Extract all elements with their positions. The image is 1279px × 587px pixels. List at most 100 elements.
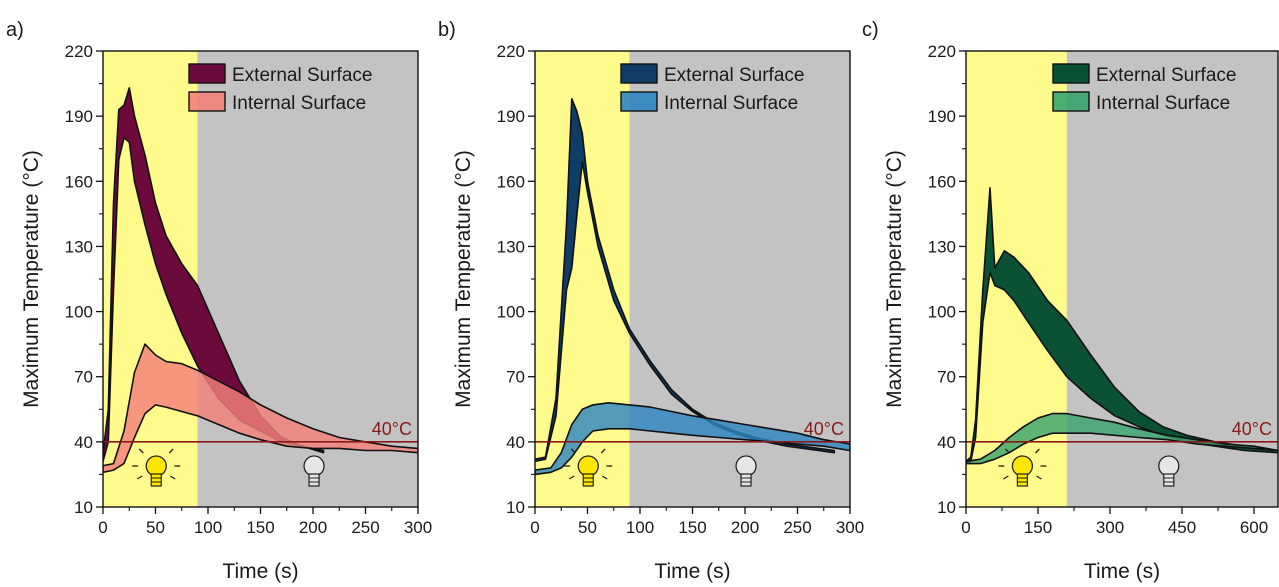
y-tick-label: 190 bbox=[65, 107, 93, 126]
reference-label: 40°C bbox=[804, 419, 844, 439]
y-tick-label: 220 bbox=[65, 42, 93, 61]
reference-label: 40°C bbox=[372, 419, 412, 439]
bulb-ray bbox=[1004, 448, 1010, 454]
x-axis-label: Time (s) bbox=[654, 560, 730, 583]
y-tick-label: 160 bbox=[928, 172, 956, 191]
chart-panel-2: 40°C 10 40 70 100 130 160 190 220 0 50 100 150 200 250… bbox=[438, 19, 864, 583]
bulb-ray bbox=[136, 475, 143, 480]
y-tick-label: 100 bbox=[65, 303, 93, 322]
x-tick-label: 450 bbox=[1168, 518, 1196, 537]
y-axis-label: Maximum Temperature (°C) bbox=[883, 150, 906, 408]
y-tick-label: 220 bbox=[497, 42, 525, 61]
x-tick-label: 200 bbox=[731, 518, 759, 537]
x-tick-label: 200 bbox=[299, 518, 327, 537]
y-tick-label: 190 bbox=[497, 107, 525, 126]
bulb-base bbox=[150, 473, 162, 487]
bulb-glass bbox=[145, 455, 167, 477]
x-tick-label: 300 bbox=[404, 518, 432, 537]
bulb-ray bbox=[600, 448, 606, 454]
series-band-internal bbox=[966, 412, 1278, 465]
y-tick-label: 70 bbox=[506, 368, 525, 387]
y-axis-label: Maximum Temperature (°C) bbox=[452, 150, 475, 408]
legend-swatch bbox=[188, 91, 226, 112]
bulb-ray bbox=[570, 448, 576, 454]
y-tick-label: 130 bbox=[497, 237, 525, 256]
y-tick-label: 160 bbox=[497, 172, 525, 191]
y-axis-label: Maximum Temperature (°C) bbox=[20, 150, 43, 408]
y-tick-label: 40 bbox=[937, 433, 956, 452]
bulb-off-icon bbox=[303, 455, 325, 487]
legend-label: External Surface bbox=[232, 65, 372, 86]
series-band-external bbox=[966, 187, 1278, 465]
y-tick-label: 160 bbox=[65, 172, 93, 191]
x-tick-label: 600 bbox=[1240, 518, 1268, 537]
bulb-base bbox=[308, 473, 320, 487]
x-axis-label: Time (s) bbox=[222, 560, 298, 583]
x-tick-label: 0 bbox=[98, 518, 107, 537]
bulb-ray bbox=[169, 475, 176, 480]
plot-area bbox=[103, 87, 418, 474]
bulb-base bbox=[740, 473, 752, 487]
y-tick-label: 100 bbox=[497, 303, 525, 322]
x-tick-label: 100 bbox=[626, 518, 654, 537]
x-tick-label: 0 bbox=[961, 518, 970, 537]
plot-area bbox=[535, 98, 850, 476]
y-tick-label: 40 bbox=[74, 433, 93, 452]
y-tick-label: 130 bbox=[65, 237, 93, 256]
panel-label: c) bbox=[862, 19, 879, 41]
bulb-off-icon bbox=[1158, 455, 1180, 487]
y-tick-label: 10 bbox=[506, 498, 525, 517]
series-band-internal bbox=[535, 402, 850, 476]
legend-swatch bbox=[1052, 91, 1090, 112]
legend-label: External Surface bbox=[1096, 65, 1236, 86]
x-tick-label: 0 bbox=[530, 518, 539, 537]
y-tick-label: 70 bbox=[74, 368, 93, 387]
x-tick-label: 150 bbox=[1024, 518, 1052, 537]
bulb-ray bbox=[601, 475, 608, 480]
bulb-base bbox=[1163, 473, 1175, 487]
series-band-internal bbox=[103, 343, 418, 474]
x-tick-label: 50 bbox=[578, 518, 597, 537]
bulb-ray bbox=[1003, 475, 1009, 480]
bulb-glass bbox=[577, 455, 599, 477]
bulb-on-icon bbox=[564, 448, 613, 487]
x-tick-label: 300 bbox=[836, 518, 864, 537]
bulb-glass bbox=[735, 455, 757, 477]
chart-panel-3: 40°C 10 40 70 100 130 160 190 220 0 150 300 450 600 Ti… bbox=[862, 19, 1279, 583]
legend-swatch bbox=[620, 91, 658, 112]
series-band-external bbox=[535, 98, 836, 463]
bulb-ray bbox=[1036, 475, 1042, 480]
bulb-on-icon bbox=[132, 448, 181, 487]
y-tick-label: 130 bbox=[928, 237, 956, 256]
reference-label: 40°C bbox=[1232, 419, 1272, 439]
x-tick-label: 100 bbox=[194, 518, 222, 537]
x-axis-label: Time (s) bbox=[1084, 560, 1160, 583]
x-tick-label: 300 bbox=[1096, 518, 1124, 537]
bulb-base bbox=[1016, 473, 1029, 487]
bulb-off-icon bbox=[735, 455, 757, 487]
y-tick-label: 40 bbox=[506, 433, 525, 452]
y-tick-label: 220 bbox=[928, 42, 956, 61]
bulb-glass bbox=[1158, 455, 1180, 477]
bulb-glass bbox=[1011, 455, 1034, 477]
x-tick-label: 150 bbox=[678, 518, 706, 537]
x-tick-label: 50 bbox=[146, 518, 165, 537]
legend-swatch bbox=[620, 63, 658, 84]
y-tick-label: 100 bbox=[928, 303, 956, 322]
bulb-ray bbox=[1034, 448, 1040, 454]
legend-label: Internal Surface bbox=[1096, 93, 1230, 114]
legend-swatch bbox=[1052, 63, 1090, 84]
x-tick-label: 250 bbox=[783, 518, 811, 537]
bulb-ray bbox=[138, 448, 144, 454]
y-tick-label: 10 bbox=[74, 498, 93, 517]
y-tick-label: 10 bbox=[937, 498, 956, 517]
y-tick-label: 190 bbox=[928, 107, 956, 126]
legend-label: Internal Surface bbox=[664, 93, 798, 114]
panel-label: a) bbox=[6, 19, 24, 41]
bulb-base bbox=[582, 473, 594, 487]
x-tick-label: 150 bbox=[246, 518, 274, 537]
plot-area bbox=[966, 187, 1278, 465]
bulb-ray bbox=[568, 475, 575, 480]
x-tick-label: 250 bbox=[351, 518, 379, 537]
legend-label: Internal Surface bbox=[232, 93, 366, 114]
